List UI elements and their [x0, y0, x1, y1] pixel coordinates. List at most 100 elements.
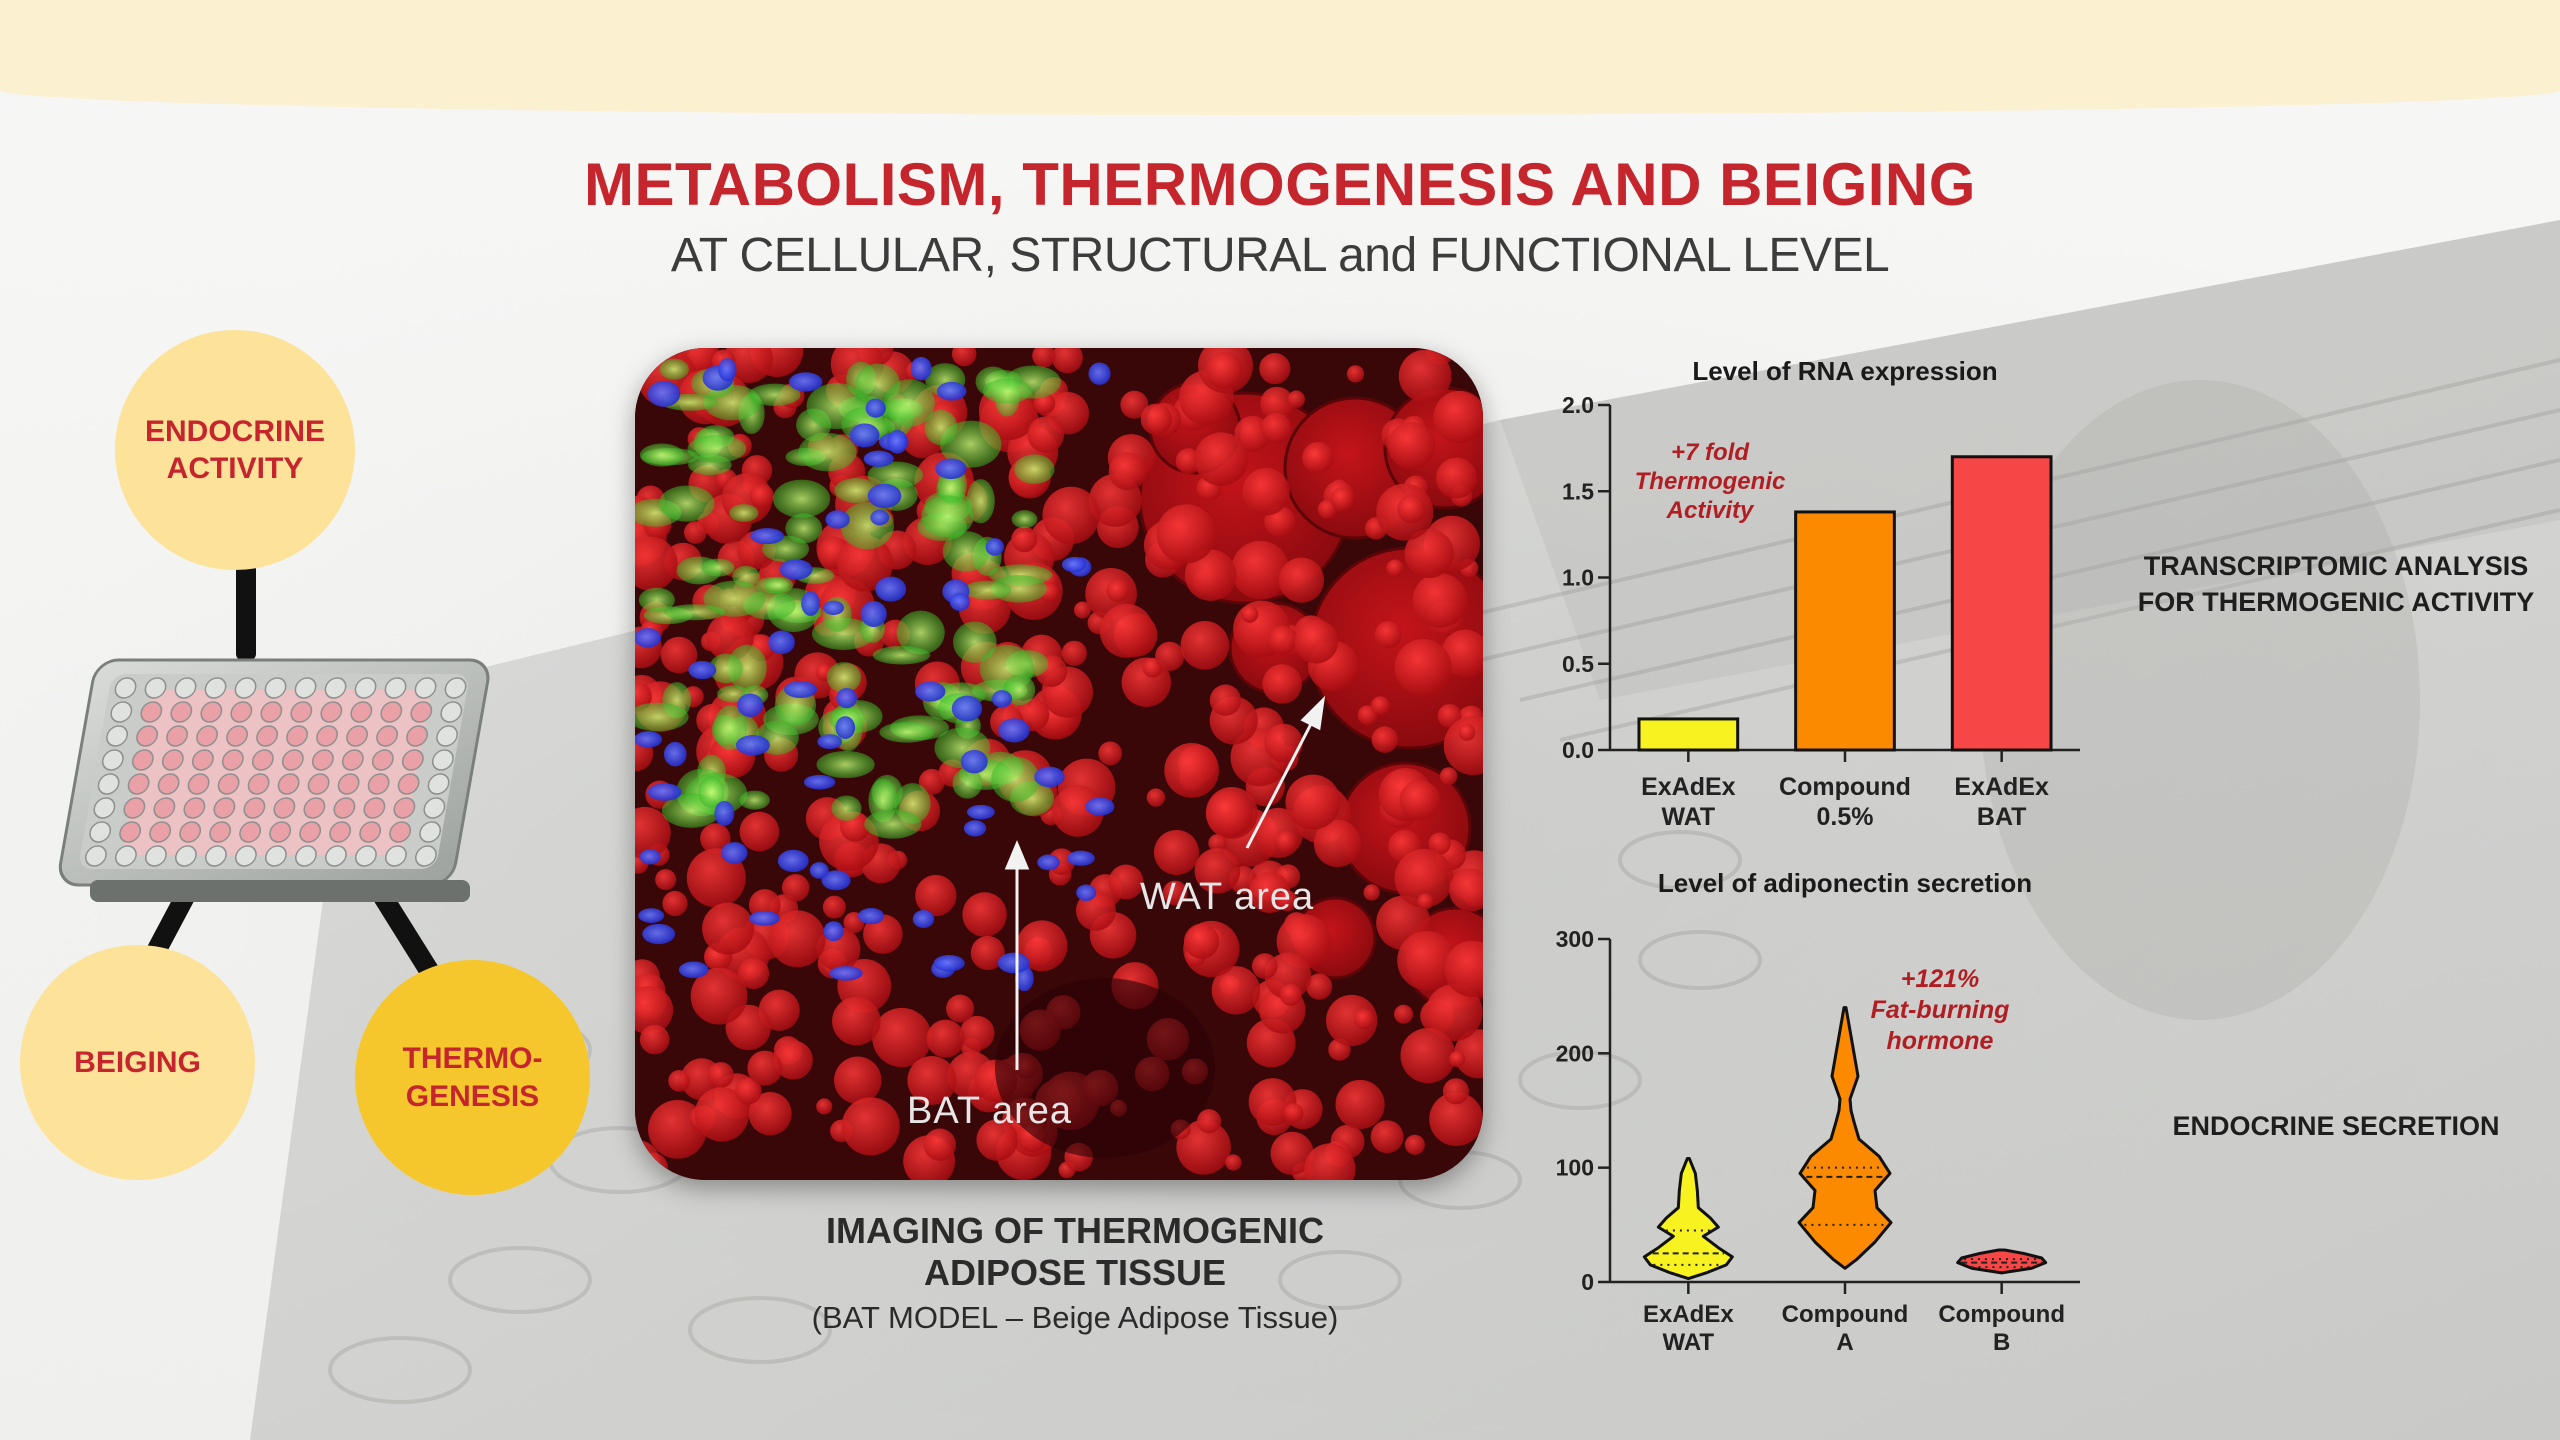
- adipocyte-small: [1394, 638, 1452, 697]
- adipocyte-small: [1270, 1131, 1314, 1175]
- adipocyte-small: [1162, 880, 1188, 906]
- adipocyte-small: [946, 994, 975, 1023]
- adipocyte-small: [1397, 495, 1426, 524]
- nucleus-stain: [809, 862, 829, 879]
- mitochondria-stain: [872, 645, 931, 665]
- mitochondria-stain: [709, 653, 743, 684]
- mitochondria-stain: [991, 756, 1040, 803]
- adipocyte-small: [1260, 386, 1294, 421]
- plate-well: [414, 845, 437, 867]
- plate-well: [157, 773, 180, 795]
- plate-well: [354, 677, 377, 699]
- adipocyte-small: [863, 914, 903, 954]
- adiponectin-y-tick-label: 0: [1581, 1269, 1594, 1295]
- nucleus-stain: [960, 749, 988, 774]
- adipocyte-small: [1261, 412, 1292, 443]
- adipocyte-small: [1370, 1120, 1404, 1154]
- adipocyte-small: [1153, 829, 1200, 875]
- adipocyte-small: [1027, 416, 1065, 453]
- nucleus-stain: [779, 559, 813, 580]
- adipocyte-small: [1120, 390, 1149, 419]
- nucleus-stain: [664, 741, 687, 767]
- adipocyte-small: [1164, 743, 1220, 798]
- plate-well: [286, 725, 308, 747]
- plate-well: [119, 821, 142, 843]
- mitochondria-stain: [785, 513, 823, 544]
- plate-well: [200, 701, 223, 723]
- plate-well: [436, 725, 458, 747]
- plate-well: [329, 821, 352, 843]
- adipocyte-small: [1042, 486, 1100, 544]
- mitochondria-stain: [924, 409, 958, 446]
- mitochondria-stain: [864, 809, 922, 839]
- plate-well: [294, 845, 317, 867]
- adipocyte-small: [1194, 847, 1241, 894]
- nucleus-stain: [638, 908, 665, 923]
- bat-arrow: [1004, 840, 1030, 1070]
- adipocyte-small: [735, 1077, 762, 1105]
- nucleus-stain: [836, 687, 858, 709]
- plate-well: [256, 725, 278, 747]
- nucleus-stain: [933, 954, 965, 972]
- transcriptomic-line2: FOR THERMOGENIC ACTIVITY: [2137, 587, 2535, 618]
- plate-well: [93, 797, 116, 819]
- adiponectin-x-tick-label: WAT: [1663, 1329, 1715, 1356]
- plate-well: [106, 725, 128, 747]
- nucleus-stain: [998, 718, 1030, 743]
- plate-well: [136, 725, 158, 747]
- adipocyte-small: [926, 1019, 965, 1058]
- rna-x-tick-label: Compound: [1779, 773, 1911, 801]
- nucleus-stain: [642, 923, 676, 945]
- nucleus-stain: [735, 735, 770, 756]
- adipocyte-small: [923, 1128, 956, 1161]
- plate-well: [380, 701, 403, 723]
- adipocyte-small: [683, 521, 707, 544]
- rna-chart-title: Level of RNA expression: [1692, 356, 1997, 386]
- adipocyte-small: [1205, 351, 1243, 389]
- adipocyte-small: [1225, 1154, 1242, 1171]
- plate-well: [410, 701, 433, 723]
- plate-well: [234, 845, 257, 867]
- beiging-circle: BEIGING: [20, 945, 255, 1180]
- plate-well: [354, 845, 377, 867]
- plate-well: [187, 773, 210, 795]
- adipocyte-small: [747, 1050, 783, 1086]
- adipocyte-small: [1425, 984, 1483, 1041]
- rna-x-tick-label: BAT: [1977, 803, 2027, 831]
- adipocyte-small: [1399, 780, 1440, 821]
- adipocyte-small: [1386, 559, 1404, 577]
- adipocyte-small: [1283, 1103, 1304, 1123]
- adipocyte-small: [822, 895, 846, 919]
- mitochondria-stain: [966, 479, 995, 524]
- plate-well: [239, 821, 262, 843]
- rna-y-tick-label: 0.0: [1562, 737, 1594, 763]
- plate-well: [179, 821, 202, 843]
- plate-well: [114, 677, 137, 699]
- adipocyte-small: [837, 535, 893, 592]
- plate-well: [213, 797, 236, 819]
- nucleus-stain: [829, 966, 863, 981]
- nucleus-stain: [867, 483, 902, 509]
- nucleus-stain: [849, 423, 880, 448]
- adipocyte-small: [635, 986, 674, 1035]
- plate-well: [393, 797, 416, 819]
- mitochondria-stain: [896, 610, 945, 655]
- mitochondria-stain: [942, 531, 990, 572]
- adipocyte-small: [1363, 884, 1380, 901]
- adipocyte-small: [951, 348, 977, 367]
- adipocyte-small: [1397, 931, 1457, 991]
- plate-well: [84, 845, 107, 867]
- mitochondria-stain: [764, 576, 794, 594]
- plate-well: [281, 749, 304, 771]
- plate-well: [401, 749, 424, 771]
- adipocyte-small: [1242, 467, 1290, 516]
- adipocyte-small: [1061, 640, 1087, 666]
- adipocyte-small: [1346, 365, 1365, 383]
- adipocyte-small: [1208, 834, 1227, 852]
- nucleus-stain: [863, 450, 894, 467]
- plate-well: [427, 773, 450, 795]
- plate-well: [114, 845, 137, 867]
- plate-well: [303, 797, 326, 819]
- plate-well: [307, 773, 330, 795]
- bat-area-label: BAT area: [907, 1090, 1073, 1132]
